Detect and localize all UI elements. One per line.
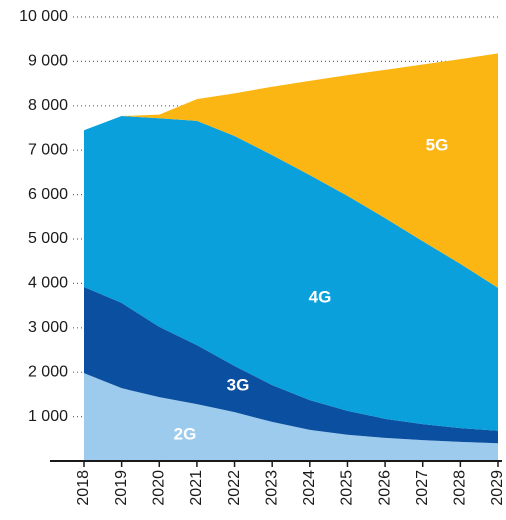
area-label: 5G [426,135,449,154]
y-tick-label: 9 000 [28,53,68,70]
area-label: 4G [309,287,332,306]
area [84,373,498,461]
y-tick-label: 4 000 [28,275,68,292]
x-tick-label: 2027 [414,470,431,506]
area-label: 3G [227,375,250,394]
area [84,116,498,431]
y-tick-label: 5 000 [28,230,68,247]
y-tick-label: 7 000 [28,141,68,158]
x-tick-label: 2023 [263,470,280,506]
x-tick-label: 2026 [376,470,393,506]
y-tick-label: 10 000 [19,8,68,25]
area-label: 2G [174,424,197,443]
y-tick-label: 8 000 [28,97,68,114]
x-tick-label: 2019 [113,470,130,506]
y-tick-label: 1 000 [28,408,68,425]
y-tick-label: 2 000 [28,363,68,380]
x-tick-label: 2028 [452,470,469,506]
x-tick-label: 2020 [150,470,167,506]
y-tick-label: 3 000 [28,319,68,336]
area [84,53,498,288]
x-tick-label: 2022 [226,470,243,506]
x-tick-label: 2021 [188,470,205,506]
x-tick-label: 2025 [339,470,356,506]
x-tick-label: 2029 [489,470,506,506]
area [84,286,498,444]
x-tick-label: 2024 [301,470,318,506]
x-tick-label: 2018 [75,470,92,506]
y-tick-label: 6 000 [28,186,68,203]
